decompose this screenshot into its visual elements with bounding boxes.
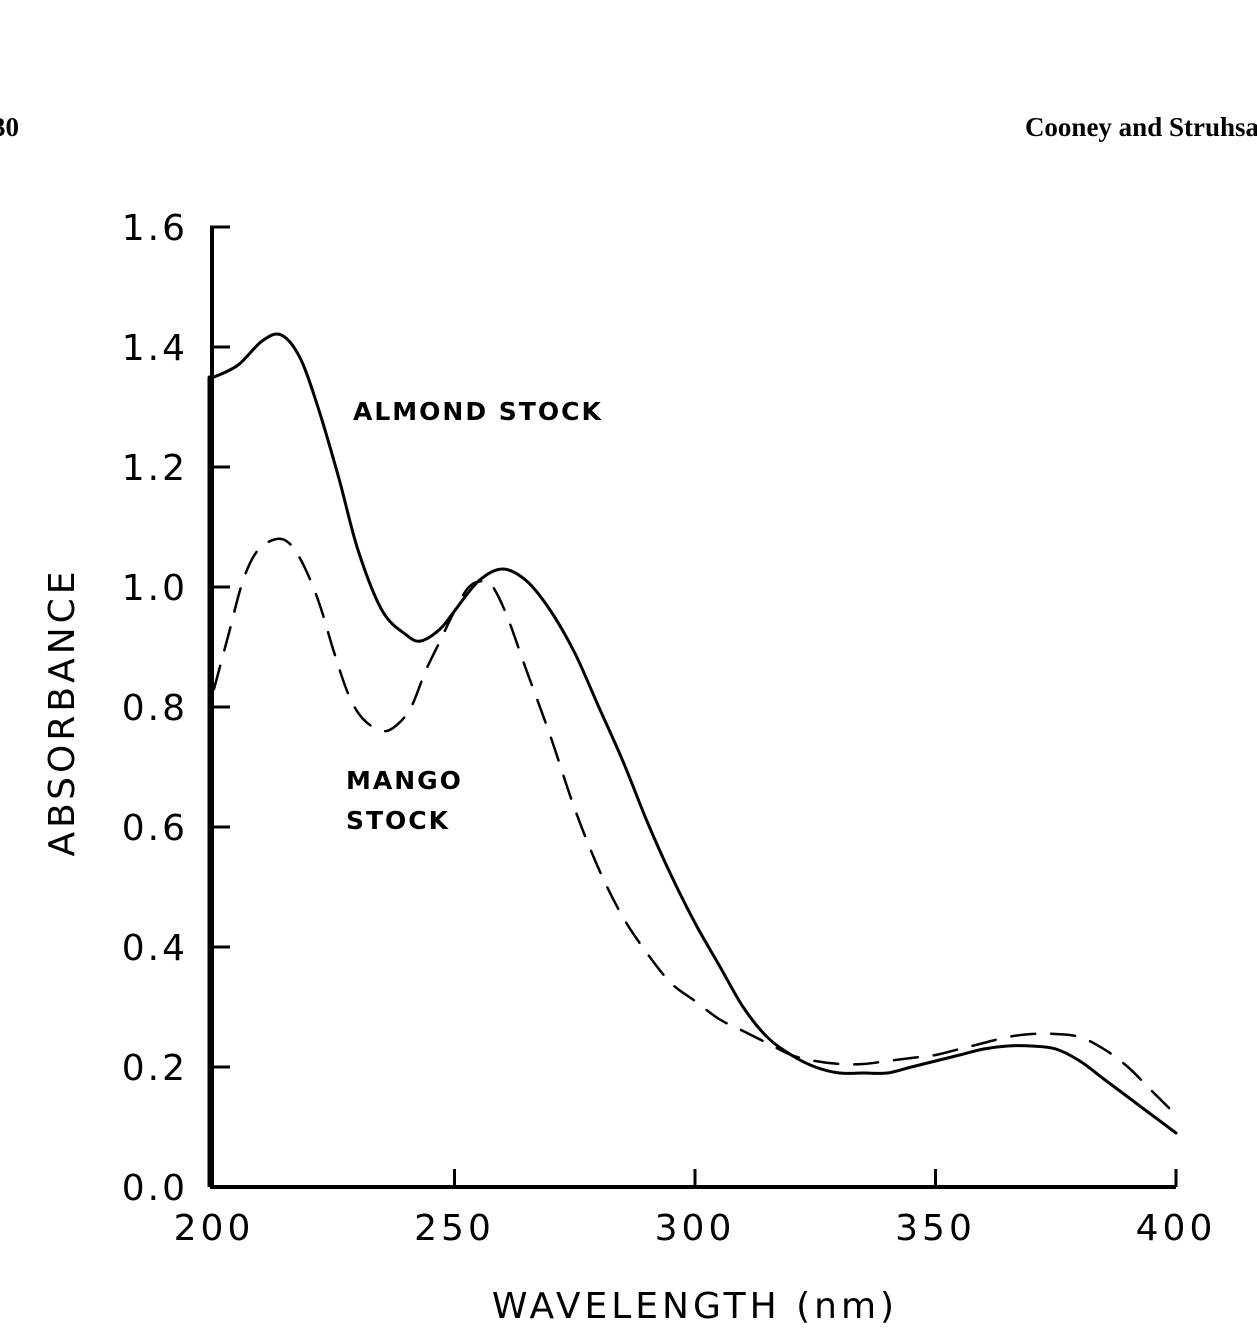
y-axis-title: ABSORBANCE (42, 567, 83, 856)
y-tick-label: 1.0 (122, 568, 188, 609)
y-tick-label: 1.4 (122, 328, 188, 369)
x-tick-label: 300 (655, 1208, 736, 1249)
annotation-almond-stock: ALMOND STOCK (353, 397, 603, 426)
running-head: Cooney and Struhsa (1024, 112, 1257, 142)
y-tick-label: 1.6 (122, 208, 188, 249)
series-line-mango-stock (212, 537, 1178, 1117)
x-tick-label: 400 (1136, 1208, 1217, 1249)
x-tick-label: 200 (174, 1208, 255, 1249)
x-tick-label: 250 (414, 1208, 495, 1249)
y-ticks: 0.0 0.2 0.4 0.6 0.8 1.0 1.2 1.4 1.6 (122, 208, 230, 1209)
x-tick-label: 350 (895, 1208, 976, 1249)
annotation-stock: STOCK (346, 806, 450, 835)
y-tick-label: 1.2 (122, 448, 188, 489)
page-number: 30 (0, 112, 19, 142)
y-tick-label: 0.8 (122, 688, 188, 729)
annotation-mango: MANGO (346, 766, 463, 795)
page-header: 30 Cooney and Struhsa (0, 112, 1257, 152)
series-line-almond-stock (207, 332, 1178, 1135)
x-ticks: 200 250 300 350 400 (174, 1169, 1217, 1249)
axes (210, 225, 1176, 1189)
y-tick-label: 0.0 (122, 1168, 188, 1209)
y-tick-label: 0.2 (122, 1048, 188, 1089)
x-axis-title: WAVELENGTH (nm) (492, 1286, 898, 1327)
y-tick-label: 0.4 (122, 928, 188, 969)
y-tick-label: 0.6 (122, 808, 188, 849)
series-layer (207, 332, 1178, 1187)
